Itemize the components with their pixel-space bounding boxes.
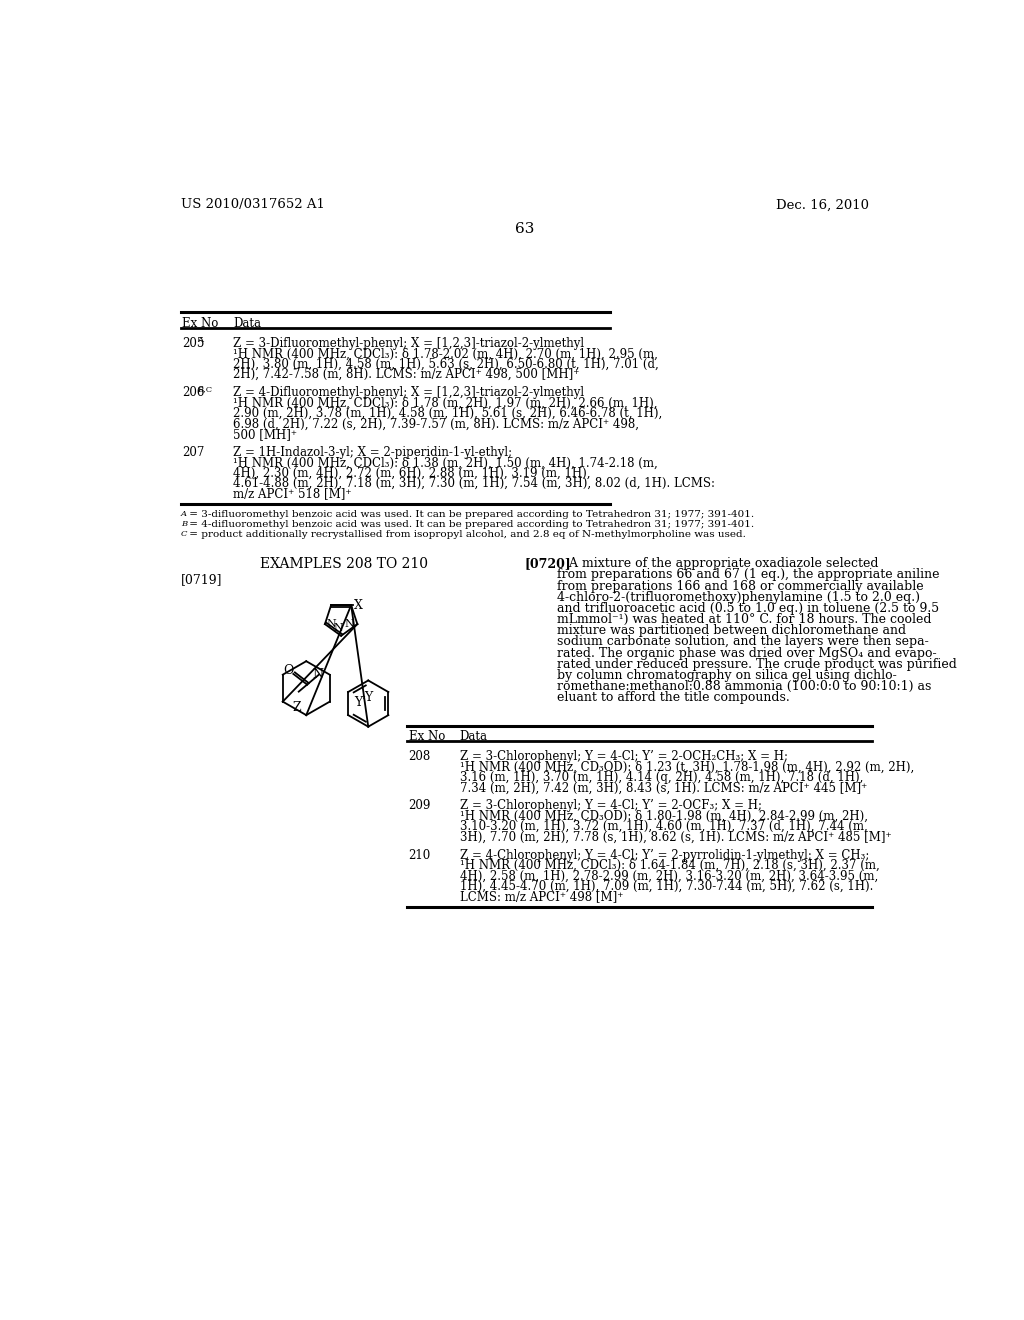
Text: 1H), 4.45-4.70 (m, 1H), 7.09 (m, 1H), 7.30-7.44 (m, 5H), 7.62 (s, 1H).: 1H), 4.45-4.70 (m, 1H), 7.09 (m, 1H), 7.…: [460, 880, 873, 892]
Text: Z: Z: [293, 701, 301, 714]
Text: Z = 4-Difluoromethyl-phenyl; X = [1,2,3]-triazol-2-ylmethyl: Z = 4-Difluoromethyl-phenyl; X = [1,2,3]…: [233, 387, 585, 400]
Text: ¹H NMR (400 MHz, CD₃OD): δ 1.23 (t, 3H), 1.78-1.98 (m, 4H), 2.92 (m, 2H),: ¹H NMR (400 MHz, CD₃OD): δ 1.23 (t, 3H),…: [460, 760, 914, 774]
Text: 207: 207: [182, 446, 205, 459]
Text: A: A: [180, 511, 186, 519]
Text: LCMS: m/z APCI⁺ 498 [M]⁺: LCMS: m/z APCI⁺ 498 [M]⁺: [460, 890, 623, 903]
Text: Ex No: Ex No: [409, 730, 444, 743]
Text: US 2010/0317652 A1: US 2010/0317652 A1: [180, 198, 325, 211]
Text: from preparations 166 and 168 or commercially available: from preparations 166 and 168 or commerc…: [557, 579, 924, 593]
Text: B,C: B,C: [198, 385, 213, 393]
Text: Z = 3-Chlorophenyl; Y = 4-Cl; Y’ = 2-OCH₂CH₃; X = H;: Z = 3-Chlorophenyl; Y = 4-Cl; Y’ = 2-OCH…: [460, 750, 787, 763]
Text: 2.90 (m, 2H), 3.78 (m, 1H), 4.58 (m, 1H), 5.61 (s, 2H), 6.46-6.78 (t, 1H),: 2.90 (m, 2H), 3.78 (m, 1H), 4.58 (m, 1H)…: [233, 407, 663, 420]
Text: Ex No: Ex No: [182, 317, 219, 330]
Text: Z = 3-Difluoromethyl-phenyl; X = [1,2,3]-triazol-2-ylmethyl: Z = 3-Difluoromethyl-phenyl; X = [1,2,3]…: [233, 337, 585, 350]
Text: from preparations 66 and 67 (1 eq.), the appropriate aniline: from preparations 66 and 67 (1 eq.), the…: [557, 569, 940, 581]
Text: ¹H NMR (400 MHz, CDCl₃): δ 1.64-1.84 (m, 7H), 2.18 (s, 3H), 2.37 (m,: ¹H NMR (400 MHz, CDCl₃): δ 1.64-1.84 (m,…: [460, 859, 880, 873]
Text: N: N: [327, 619, 336, 630]
Text: O: O: [284, 664, 294, 677]
Text: Y: Y: [365, 692, 373, 705]
Text: ¹H NMR (400 MHz, CD₃OD): δ 1.80-1.98 (m, 4H), 2.84-2.99 (m, 2H),: ¹H NMR (400 MHz, CD₃OD): δ 1.80-1.98 (m,…: [460, 810, 867, 822]
Text: by column chromatography on silica gel using dichlo-: by column chromatography on silica gel u…: [557, 669, 897, 682]
Text: 208: 208: [409, 750, 431, 763]
Text: = 4-difluoromethyl benzoic acid was used. It can be prepared according to Tetrah: = 4-difluoromethyl benzoic acid was used…: [186, 520, 755, 529]
Text: 7.34 (m, 2H), 7.42 (m, 3H), 8.43 (s, 1H). LCMS: m/z APCI⁺ 445 [M]⁺: 7.34 (m, 2H), 7.42 (m, 3H), 8.43 (s, 1H)…: [460, 781, 867, 795]
Text: [0719]: [0719]: [180, 573, 222, 586]
Text: ¹H NMR (400 MHz, CDCl₃): δ 1.78 (m, 2H), 1.97 (m, 2H), 2.66 (m, 1H),: ¹H NMR (400 MHz, CDCl₃): δ 1.78 (m, 2H),…: [233, 397, 657, 409]
Text: and trifluoroacetic acid (0.5 to 1.0 eq.) in toluene (2.5 to 9.5: and trifluoroacetic acid (0.5 to 1.0 eq.…: [557, 602, 939, 615]
Text: EXAMPLES 208 TO 210: EXAMPLES 208 TO 210: [260, 557, 428, 572]
Text: B: B: [180, 520, 186, 528]
Text: 3.10-3.20 (m, 1H), 3.72 (m, 1H), 4.60 (m, 1H), 7.37 (d, 1H), 7.44 (m,: 3.10-3.20 (m, 1H), 3.72 (m, 1H), 4.60 (m…: [460, 820, 867, 833]
Text: rated under reduced pressure. The crude product was purified: rated under reduced pressure. The crude …: [557, 657, 957, 671]
Text: 4H), 2.30 (m, 4H), 2.72 (m, 6H), 2.88 (m, 1H), 3.19 (m, 1H),: 4H), 2.30 (m, 4H), 2.72 (m, 6H), 2.88 (m…: [233, 467, 591, 479]
Text: 2H), 7.42-7.58 (m, 8H). LCMS: m/z APCI⁺ 498, 500 [MH]⁺: 2H), 7.42-7.58 (m, 8H). LCMS: m/z APCI⁺ …: [233, 368, 580, 381]
Text: 2H), 3.80 (m, 1H), 4.58 (m, 1H), 5.63 (s, 2H), 6.50-6.80 (t, 1H), 7.01 (d,: 2H), 3.80 (m, 1H), 4.58 (m, 1H), 5.63 (s…: [233, 358, 659, 371]
Text: Z = 4-Chlorophenyl; Y = 4-Cl; Y’ = 2-pyrrolidin-1-ylmethyl; X = CH₃;: Z = 4-Chlorophenyl; Y = 4-Cl; Y’ = 2-pyr…: [460, 849, 869, 862]
Text: mixture was partitioned between dichloromethane and: mixture was partitioned between dichloro…: [557, 624, 906, 638]
Text: 500 [MH]⁺: 500 [MH]⁺: [233, 428, 297, 441]
Text: 210: 210: [409, 849, 431, 862]
Text: [0720]: [0720]: [524, 557, 571, 570]
Text: ¹H NMR (400 MHz, CDCl₃): δ 1.38 (m, 2H), 1.50 (m, 4H), 1.74-2.18 (m,: ¹H NMR (400 MHz, CDCl₃): δ 1.38 (m, 2H),…: [233, 457, 658, 470]
Text: ¹H NMR (400 MHz, CDCl₃): δ 1.78-2.02 (m, 4H), 2.70 (m, 1H), 2.95 (m,: ¹H NMR (400 MHz, CDCl₃): δ 1.78-2.02 (m,…: [233, 347, 658, 360]
Text: 206: 206: [182, 387, 205, 400]
Text: 4.61-4.88 (m, 2H), 7.18 (m, 3H), 7.30 (m, 1H), 7.54 (m, 3H), 8.02 (d, 1H). LCMS:: 4.61-4.88 (m, 2H), 7.18 (m, 3H), 7.30 (m…: [233, 478, 716, 490]
Text: N: N: [344, 619, 354, 630]
Text: C: C: [180, 531, 187, 539]
Text: eluant to afford the title compounds.: eluant to afford the title compounds.: [557, 692, 791, 705]
Text: rated. The organic phase was dried over MgSO₄ and evapo-: rated. The organic phase was dried over …: [557, 647, 937, 660]
Text: 3.16 (m, 1H), 3.70 (m, 1H), 4.14 (q, 2H), 4.58 (m, 1H), 7.18 (d, 1H),: 3.16 (m, 1H), 3.70 (m, 1H), 4.14 (q, 2H)…: [460, 771, 863, 784]
Text: Data: Data: [233, 317, 261, 330]
Text: 63: 63: [515, 222, 535, 235]
Text: Dec. 16, 2010: Dec. 16, 2010: [776, 198, 869, 211]
Text: Z = 3-Chlorophenyl; Y = 4-Cl; Y’ = 2-OCF₃; X = H;: Z = 3-Chlorophenyl; Y = 4-Cl; Y’ = 2-OCF…: [460, 800, 762, 812]
Text: 205: 205: [182, 337, 205, 350]
Text: N: N: [333, 623, 343, 634]
Text: 4H), 2.58 (m, 1H), 2.78-2.99 (m, 2H), 3.16-3.20 (m, 2H), 3.64-3.95 (m,: 4H), 2.58 (m, 1H), 2.78-2.99 (m, 2H), 3.…: [460, 870, 878, 883]
Text: m/z APCI⁺ 518 [M]⁺: m/z APCI⁺ 518 [M]⁺: [233, 487, 352, 500]
Text: sodium carbonate solution, and the layers were then sepa-: sodium carbonate solution, and the layer…: [557, 635, 929, 648]
Text: 4-chloro-2-(trifluoromethoxy)phenylamine (1.5 to 2.0 eq.): 4-chloro-2-(trifluoromethoxy)phenylamine…: [557, 591, 921, 603]
Text: N: N: [312, 668, 324, 681]
Text: 6.98 (d, 2H), 7.22 (s, 2H), 7.39-7.57 (m, 8H). LCMS: m/z APCI⁺ 498,: 6.98 (d, 2H), 7.22 (s, 2H), 7.39-7.57 (m…: [233, 417, 639, 430]
Text: 209: 209: [409, 800, 431, 812]
Text: = 3-difluoromethyl benzoic acid was used. It can be prepared according to Tetrah: = 3-difluoromethyl benzoic acid was used…: [186, 511, 755, 519]
Text: Y’: Y’: [354, 696, 367, 709]
Text: romethane:methanol:0.88 ammonia (100:0:0 to 90:10:1) as: romethane:methanol:0.88 ammonia (100:0:0…: [557, 680, 932, 693]
Text: X: X: [354, 599, 364, 611]
Text: A: A: [198, 337, 204, 345]
Text: mLmmol⁻¹) was heated at 110° C. for 18 hours. The cooled: mLmmol⁻¹) was heated at 110° C. for 18 h…: [557, 612, 932, 626]
Text: A mixture of the appropriate oxadiazole selected: A mixture of the appropriate oxadiazole …: [557, 557, 879, 570]
Text: Data: Data: [460, 730, 487, 743]
Text: = product additionally recrystallised from isopropyl alcohol, and 2.8 eq of N-me: = product additionally recrystallised fr…: [186, 531, 746, 540]
Text: Z = 1H-Indazol-3-yl; X = 2-piperidin-1-yl-ethyl;: Z = 1H-Indazol-3-yl; X = 2-piperidin-1-y…: [233, 446, 513, 459]
Text: 3H), 7.70 (m, 2H), 7.78 (s, 1H), 8.62 (s, 1H). LCMS: m/z APCI⁺ 485 [M]⁺: 3H), 7.70 (m, 2H), 7.78 (s, 1H), 8.62 (s…: [460, 830, 891, 843]
